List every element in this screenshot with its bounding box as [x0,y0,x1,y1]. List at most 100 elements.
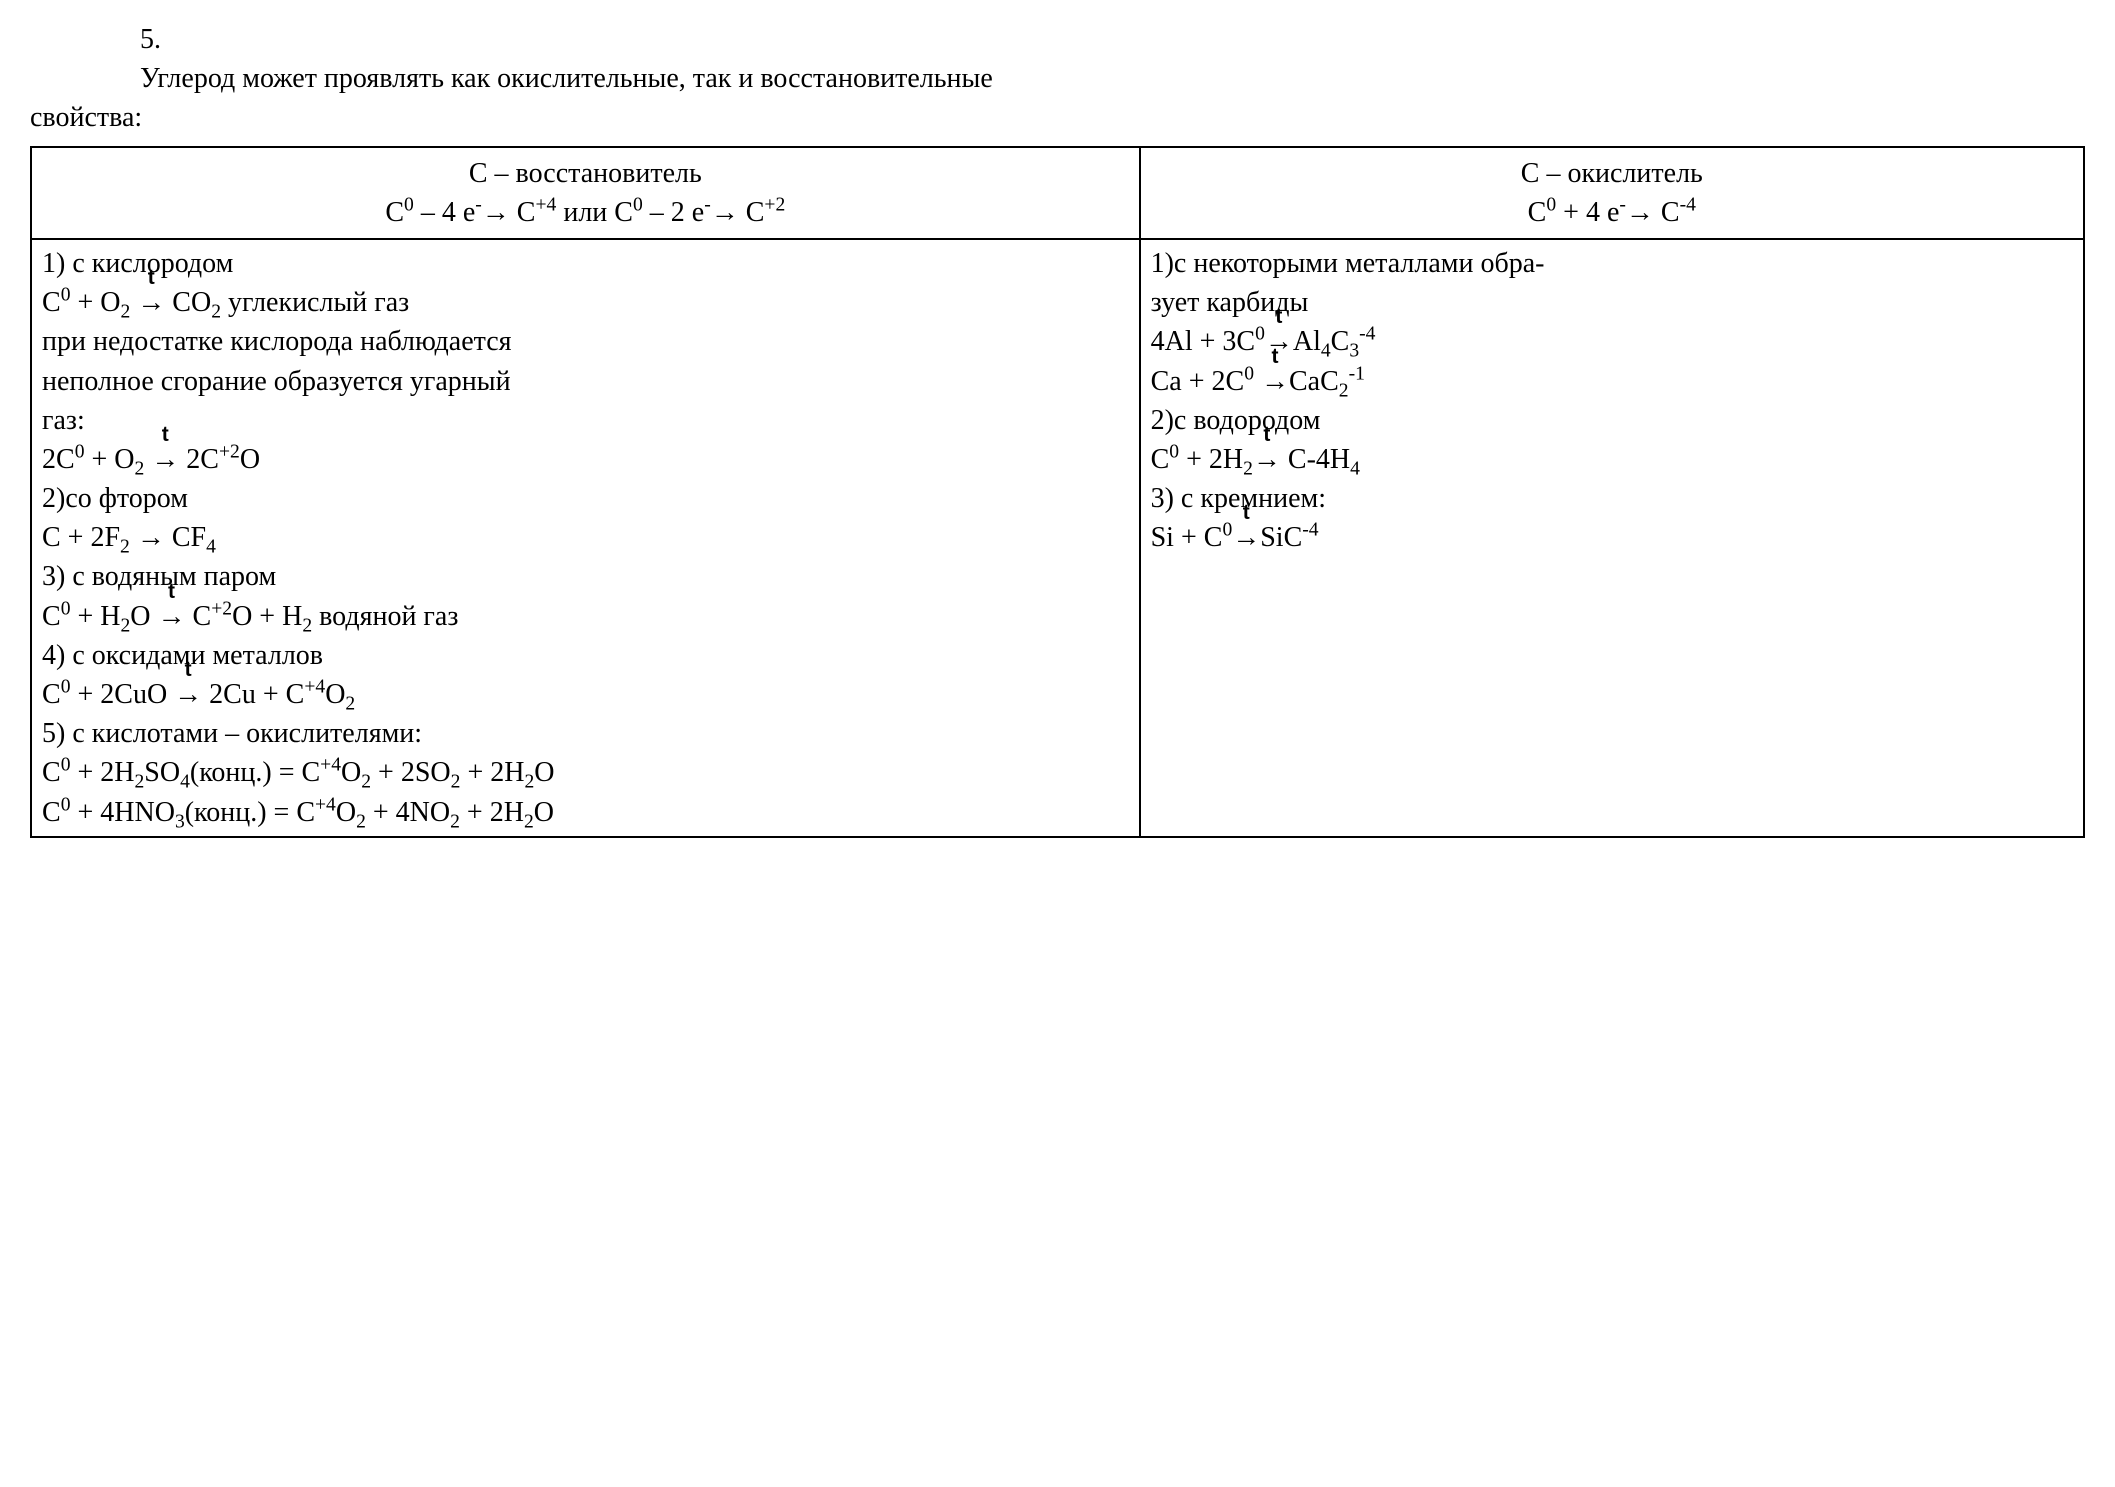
eq-sub: 2 [356,811,366,832]
eq-part: (конц.) = C [190,757,320,788]
eq-sub: 2 [361,772,371,793]
left-row-1: 1) с кислородом [42,244,1129,283]
eq-sup: 0 [404,194,414,215]
eq-sup: 0 [633,194,643,215]
arrow-with-t: t→ [1261,362,1289,401]
eq-sup: 0 [1244,363,1254,384]
eq-part: CO [165,287,211,318]
eq-part: водяной газ [312,601,458,632]
eq-sup: 0 [1546,194,1556,215]
eq-part: C [614,197,633,228]
left-row-3: при недостатке кислорода наблюдается [42,322,1129,361]
eq-part: O [336,797,356,828]
eq-sub: 2 [135,772,145,793]
eq-sub: 4 [1321,341,1331,362]
eq-sup: 0 [61,598,71,619]
eq-sup: +4 [304,677,325,698]
eq-part: C [1151,444,1170,475]
arrow-with-t: t→ [1253,440,1281,479]
right-row-3: 4Al + 3C0t→Al4C3-4 [1151,322,2073,361]
eq-sup: +4 [320,755,341,776]
eq-part: (конц.) = C [185,797,315,828]
eq-part: Ca + 2C [1151,366,1245,397]
eq-part: – 2 e [643,197,704,228]
eq-part: углекислый газ [221,287,409,318]
eq-part: + 4 e [1556,197,1619,228]
left-row-9: 3) с водяным паром [42,557,1129,596]
eq-sup: 0 [61,794,71,815]
eq-sub: 2 [450,811,460,832]
eq-part: + 2H [1179,444,1243,475]
eq-part: + 4HNO [70,797,174,828]
eq-part: O [534,797,554,828]
eq-part: + O [84,444,134,475]
left-header-equation: C0 – 4 e-→ C+4 или C0 – 2 e-→ C+2 [42,193,1129,232]
arrow-with-t: t→ [174,675,202,714]
eq-sup: -1 [1349,363,1365,384]
eq-part: + 2H [460,797,524,828]
left-row-4: неполное сгорание образуется угарный [42,362,1129,401]
eq-sup: 0 [61,677,71,698]
eq-sup: +2 [764,194,785,215]
left-row-5: газ: [42,401,1129,440]
eq-sub: 2 [121,615,131,636]
eq-sup: 0 [61,755,71,776]
eq-sub: 2 [1243,458,1253,479]
eq-sub: 3 [1349,341,1359,362]
t-label: t [1271,342,1278,371]
intro-line2: свойства: [30,102,142,133]
eq-sup: 0 [1169,442,1179,463]
eq-sub: 2 [345,694,355,715]
right-row-1: 1)с некоторыми металлами обра- [1151,244,2073,283]
eq-sup: -4 [1302,520,1318,541]
arrow-with-t: t→ [137,283,165,322]
arrow-with-t: t→ [1232,518,1260,557]
eq-part: C [42,757,61,788]
eq-part: O + H [232,601,302,632]
right-header-title: С – окислитель [1151,154,2073,193]
eq-part: C [1331,326,1350,357]
eq-part: CaC [1289,366,1339,397]
eq-part: или [556,197,614,228]
eq-part: O [325,679,345,710]
t-label: t [1263,420,1270,449]
properties-table: С – восстановитель C0 – 4 e-→ C+4 или C0… [30,146,2085,838]
eq-sub: 2 [524,772,534,793]
eq-part: Al [1293,326,1321,357]
eq-part: C [385,197,404,228]
eq-sub: 2 [121,302,131,323]
eq-part: + 2SO [371,757,451,788]
arrow-with-t: t→ [1265,322,1293,361]
eq-sub: 2 [524,811,534,832]
eq-sup: +2 [219,442,240,463]
t-label: t [185,655,192,684]
t-label: t [1243,498,1250,527]
intro-text: Углерод может проявлять как окислительны… [30,59,2085,137]
eq-sub: 2 [120,537,130,558]
eq-part: 2C [179,444,219,475]
eq-part: O [341,757,361,788]
right-row-8: Si + C0t→SiC-4 [1151,518,2073,557]
arrow-with-t: t→ [151,440,179,479]
right-row-7: 3) с кремнием: [1151,479,2073,518]
eq-part: Si + C [1151,522,1223,553]
eq-part: + 2CuO [70,679,174,710]
left-header-title: С – восстановитель [42,154,1129,193]
eq-sub: 2 [1339,380,1349,401]
eq-sub: 2 [451,772,461,793]
eq-sup: +4 [315,794,336,815]
right-row-2: зует карбиды [1151,283,2073,322]
eq-part: + 2H [70,757,134,788]
eq-sup: +2 [211,598,232,619]
arrow-with-t: t→ [158,597,186,636]
eq-part: C-4H [1281,444,1350,475]
left-header-cell: С – восстановитель C0 – 4 e-→ C+4 или C0… [31,147,1140,239]
left-row-6: 2C0 + O2 t→ 2C+2O [42,440,1129,479]
eq-part: C [42,797,61,828]
eq-sup: -4 [1680,194,1696,215]
right-row-4: Ca + 2C0 t→CaC2-1 [1151,362,2073,401]
right-row-6: C0 + 2H2t→ C-4H4 [1151,440,2073,479]
eq-sub: 2 [135,458,145,479]
eq-part: 2C [42,444,75,475]
t-label: t [168,577,175,606]
